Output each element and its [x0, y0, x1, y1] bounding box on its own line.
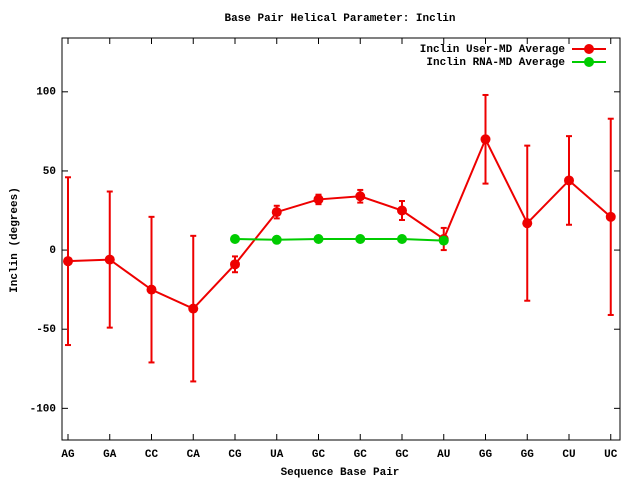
- series-line: [67, 136, 612, 310]
- data-point: [271, 207, 282, 218]
- data-point: [397, 205, 407, 216]
- x-axis-label: Sequence Base Pair: [281, 467, 400, 479]
- y-tick-label: 50: [43, 166, 56, 178]
- series-line: [234, 238, 444, 242]
- legend-label: Inclin RNA-MD Average: [426, 57, 565, 69]
- data-point: [480, 134, 491, 145]
- plot-frame: [61, 37, 621, 441]
- y-tick-label: 0: [49, 245, 56, 257]
- x-tick-label: GA: [103, 449, 117, 461]
- data-point: [146, 284, 157, 295]
- data-point: [605, 211, 616, 222]
- x-tick-label: AG: [61, 449, 75, 461]
- data-point: [63, 256, 73, 267]
- x-tick-label: AU: [437, 449, 450, 461]
- data-point: [230, 234, 240, 244]
- y-tick-label: 100: [36, 87, 56, 99]
- x-tick-label: GC: [395, 449, 409, 461]
- data-point: [271, 234, 282, 245]
- data-point: [564, 175, 574, 186]
- data-point: [313, 234, 324, 244]
- data-point: [230, 259, 240, 270]
- x-tick-label: UC: [604, 449, 618, 461]
- chart-title: Base Pair Helical Parameter: Inclin: [224, 13, 455, 25]
- legend-label: Inclin User-MD Average: [420, 44, 566, 56]
- x-tick-label: GG: [521, 449, 535, 461]
- y-tick-label: -50: [36, 324, 56, 336]
- data-point: [313, 194, 324, 205]
- x-tick-label: UA: [270, 449, 284, 461]
- data-point: [522, 218, 533, 229]
- x-tick-label: GC: [354, 449, 368, 461]
- data-point: [438, 235, 449, 246]
- legend-marker: [584, 44, 594, 54]
- y-axis-label: Inclin (degrees): [9, 187, 21, 293]
- x-tick-label: CG: [228, 449, 242, 461]
- data-point: [355, 191, 366, 202]
- data-point: [188, 303, 199, 314]
- data-point: [104, 254, 115, 265]
- x-tick-label: CC: [145, 449, 159, 461]
- data-point: [355, 234, 366, 244]
- x-tick-label: CU: [562, 449, 575, 461]
- x-tick-label: GC: [312, 449, 326, 461]
- y-tick-label: -100: [30, 403, 56, 415]
- x-tick-label: GG: [479, 449, 493, 461]
- data-point: [397, 234, 407, 244]
- legend-marker: [584, 57, 594, 67]
- x-tick-label: CA: [187, 449, 201, 461]
